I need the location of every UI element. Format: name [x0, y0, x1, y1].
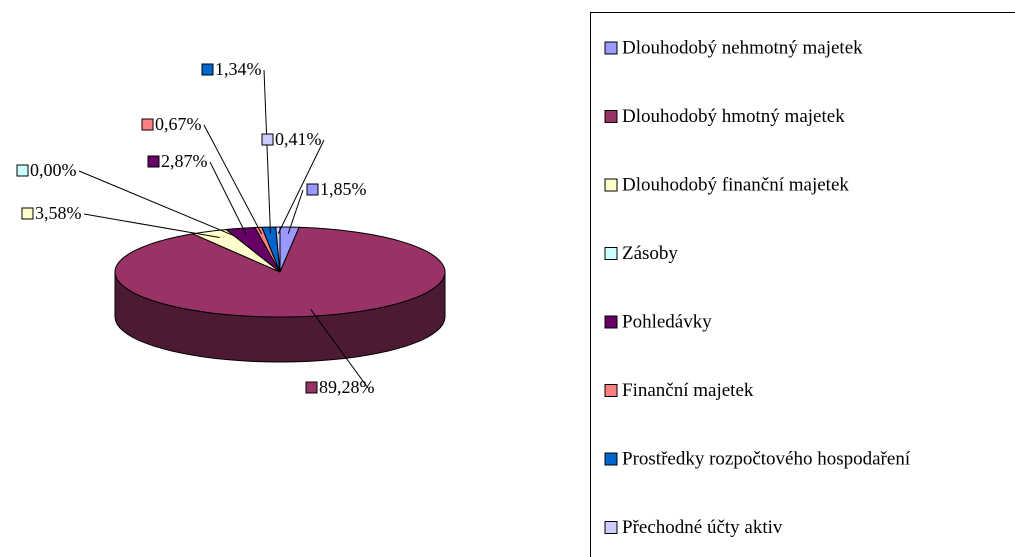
legend-label: Pohledávky [622, 311, 712, 332]
pie-slice [275, 226, 281, 273]
leader-line [287, 189, 304, 234]
leader-line [203, 124, 263, 235]
legend-key [604, 178, 618, 192]
legend-label: Přechodné účty aktiv [622, 517, 783, 538]
leader-line [263, 69, 271, 234]
legend-label: Dlouhodobý hmotný majetek [622, 106, 845, 127]
legend-key [604, 452, 618, 466]
leader-line [310, 309, 369, 389]
legend-label: Dlouhodobý nehmotný majetek [622, 37, 863, 58]
data-labels: 1,85% 89,28% 3,58% 0,00% 2,87% 0,67% 1,34% 0,41… [16, 59, 375, 397]
label-key [141, 118, 154, 131]
leader-line [78, 170, 235, 237]
data-label: 1,34% [215, 59, 262, 79]
leader-line [209, 161, 247, 236]
data-label: 1,85% [320, 179, 367, 199]
label-key [201, 63, 214, 76]
leader-line [277, 139, 325, 234]
data-label: 0,41% [275, 129, 322, 149]
data-label: 89,28% [319, 377, 375, 397]
legend-label: Zásoby [622, 243, 678, 264]
legend-key [604, 315, 618, 329]
legend-label: Finanční majetek [622, 380, 754, 401]
data-label: 3,58% [35, 203, 82, 223]
legend-key [604, 41, 618, 55]
data-label: 0,67% [155, 114, 202, 134]
leader-line [83, 213, 220, 238]
legend-label: Dlouhodobý finanční majetek [622, 174, 849, 195]
data-label: 0,00% [30, 160, 77, 180]
data-label: 2,87% [161, 151, 208, 171]
label-key [306, 183, 319, 196]
legend: Dlouhodobý nehmotný majetek Dlouhodobý hm… [604, 37, 911, 538]
legend-key [604, 521, 618, 534]
legend-frame [590, 12, 1015, 557]
label-key [305, 381, 318, 394]
label-key [21, 207, 34, 220]
pie [114, 226, 446, 363]
label-key [261, 133, 274, 146]
legend-key [604, 384, 618, 397]
label-key [147, 155, 160, 168]
legend-key [604, 247, 618, 260]
label-key [16, 164, 29, 177]
legend-key [604, 110, 618, 123]
pie-slice [224, 227, 281, 273]
legend-label: Prostředky rozpočtového hospodaření [622, 448, 911, 469]
